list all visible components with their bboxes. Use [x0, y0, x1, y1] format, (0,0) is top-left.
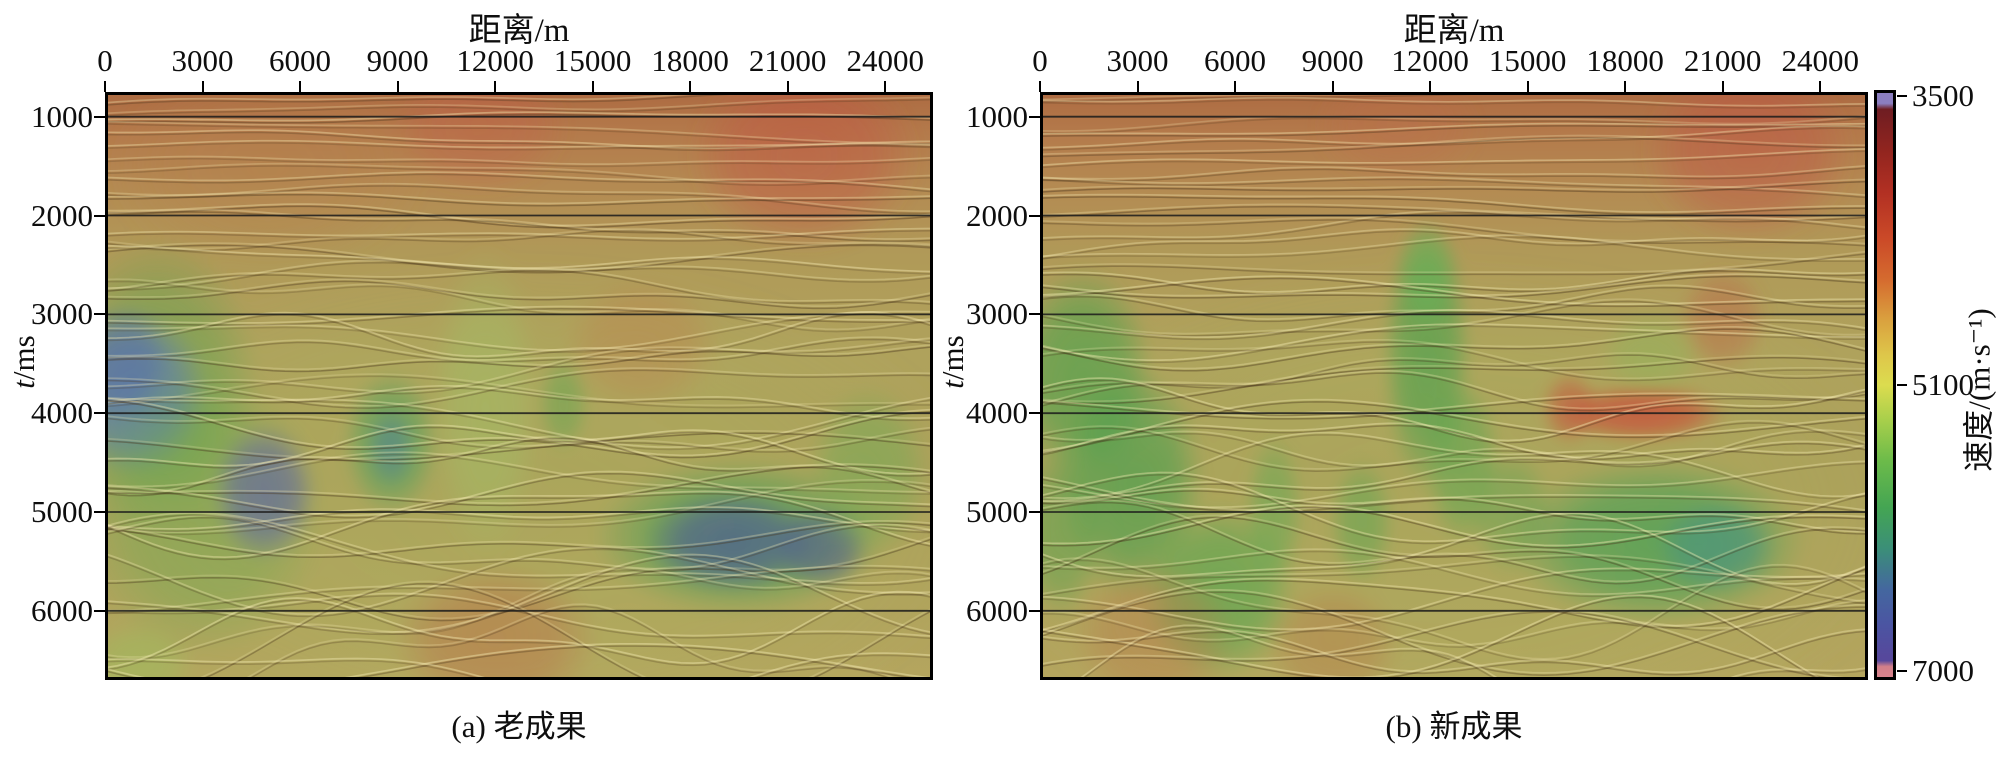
- x-tick-label: 6000: [269, 43, 332, 78]
- x-tick-label: 3000: [171, 43, 234, 78]
- velocity-overlay: [105, 92, 933, 680]
- x-tick-label: 18000: [1586, 43, 1664, 78]
- x-tick-label: 9000: [1301, 43, 1364, 78]
- x-tick-mark: [689, 81, 692, 92]
- x-tick-label: 3000: [1106, 43, 1169, 78]
- y-axis-title-b-symbol: t: [935, 380, 970, 389]
- y-tick-mark: [1029, 313, 1040, 316]
- x-tick-mark: [1331, 81, 1334, 92]
- y-tick-label: 6000: [966, 592, 1028, 628]
- x-tick-mark: [299, 81, 302, 92]
- x-tick-label: 24000: [846, 43, 924, 78]
- y-tick-mark: [94, 412, 105, 415]
- x-tick-mark: [1721, 81, 1724, 92]
- x-tick-mark: [1819, 81, 1822, 92]
- x-tick-mark: [104, 81, 106, 92]
- x-axis-title-b: 距离/m: [1403, 13, 1505, 49]
- colorbar-tick-label: 7000: [1912, 653, 1974, 689]
- x-tick-label: 21000: [1683, 43, 1762, 78]
- reflection-lines: [105, 92, 933, 680]
- x-tick-mark: [1234, 81, 1237, 92]
- colorbar-tick-label: 3500: [1912, 77, 1974, 113]
- x-tick-mark: [1429, 81, 1432, 92]
- caption-a: (a) 老成果: [451, 709, 587, 744]
- y-axis-title-a-unit: /ms: [6, 335, 41, 381]
- grid-lines: [1040, 115, 1868, 612]
- y-tick-mark: [94, 511, 105, 513]
- colorbar-gradient: [1874, 90, 1896, 680]
- seismic-image-a: [105, 92, 933, 680]
- y-tick-label: 3000: [966, 296, 1028, 332]
- x-tick-mark: [786, 81, 789, 92]
- y-axis-title-b: t/ms: [935, 335, 971, 388]
- x-axis-title-a: 距离/m: [468, 13, 570, 49]
- grid-lines: [105, 115, 933, 612]
- x-tick-label: 6000: [1204, 43, 1267, 78]
- y-tick-label: 2000: [31, 197, 93, 233]
- y-tick-label: 6000: [31, 592, 93, 628]
- x-tick-label: 12000: [1391, 43, 1469, 78]
- x-tick-mark: [1624, 81, 1627, 92]
- seismic-image-b: [1040, 92, 1868, 680]
- y-tick-mark: [1029, 214, 1040, 217]
- colorbar-tick-mark: [1897, 670, 1907, 673]
- x-tick-mark: [494, 81, 497, 92]
- x-tick-label: 0: [97, 43, 113, 78]
- x-tick-mark: [1526, 81, 1529, 92]
- x-tick-label: 15000: [1488, 43, 1567, 78]
- x-tick-label: 0: [1032, 43, 1048, 78]
- y-tick-mark: [94, 115, 105, 118]
- reflection-lines: [1040, 92, 1868, 680]
- colorbar-tick-mark: [1897, 383, 1907, 386]
- y-tick-mark: [1029, 115, 1040, 118]
- colorbar-title: 速度/(m·s⁻¹): [1961, 308, 1997, 472]
- x-tick-label: 9000: [366, 43, 429, 78]
- y-axis-title-b-unit: /ms: [935, 335, 970, 381]
- y-tick-label: 2000: [966, 197, 1028, 233]
- colorbar-tick-mark: [1897, 94, 1907, 97]
- x-tick-label: 12000: [456, 43, 534, 78]
- x-tick-mark: [201, 81, 204, 92]
- x-tick-mark: [591, 81, 594, 92]
- y-axis-title-a-symbol: t: [6, 380, 41, 389]
- y-tick-label: 5000: [966, 494, 1028, 529]
- y-tick-mark: [94, 214, 105, 217]
- y-tick-mark: [94, 313, 105, 316]
- y-tick-mark: [94, 609, 105, 612]
- x-tick-mark: [396, 81, 399, 92]
- x-tick-mark: [1136, 81, 1139, 92]
- y-tick-label: 3000: [31, 296, 93, 332]
- x-tick-label: 15000: [553, 43, 632, 78]
- x-tick-mark: [884, 81, 887, 92]
- y-tick-label: 4000: [31, 395, 93, 431]
- y-tick-mark: [1029, 609, 1040, 612]
- x-tick-label: 18000: [651, 43, 729, 78]
- x-tick-label: 24000: [1781, 43, 1859, 78]
- colorbar-tick-label: 5100: [1912, 366, 1974, 402]
- y-tick-mark: [1029, 511, 1040, 513]
- x-tick-mark: [1039, 81, 1041, 92]
- caption-b: (b) 新成果: [1385, 709, 1523, 744]
- y-tick-label: 5000: [31, 494, 93, 529]
- y-tick-label: 4000: [966, 395, 1028, 431]
- y-axis-title-a: t/ms: [6, 335, 42, 388]
- y-tick-label: 1000: [31, 98, 93, 134]
- y-tick-label: 1000: [966, 98, 1028, 134]
- x-tick-label: 21000: [748, 43, 827, 78]
- y-tick-mark: [1029, 412, 1040, 415]
